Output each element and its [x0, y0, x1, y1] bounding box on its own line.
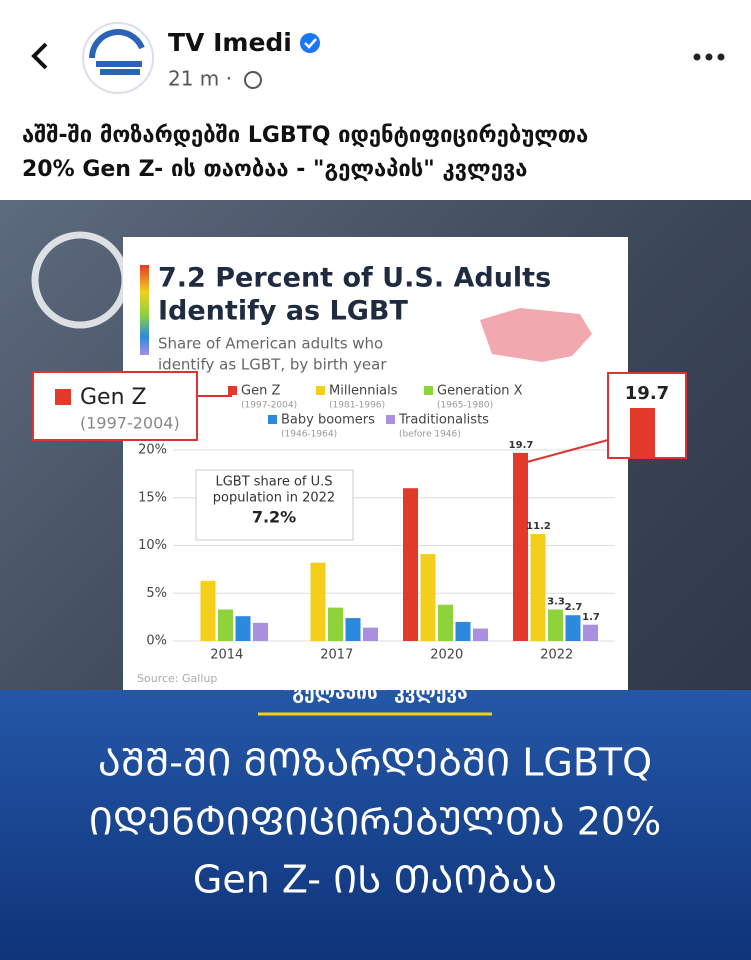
- legend-years: (1946-1964): [281, 430, 337, 440]
- x-tick-label: 2020: [430, 648, 463, 663]
- value-label: 11.2: [526, 521, 551, 532]
- title-stripe: [140, 265, 149, 355]
- callout-swatch: [55, 389, 71, 405]
- legend-swatch: [268, 415, 277, 424]
- bar: [345, 618, 361, 641]
- annotation-box: [195, 469, 354, 541]
- banner-line: ᲘᲓᲔᲜᲢᲘᲤᲘᲪᲘᲠᲔᲑᲣᲚᲗᲐ 20%: [89, 800, 662, 844]
- bar: [438, 604, 453, 641]
- map-icon: [480, 308, 592, 362]
- callout-bar: [630, 408, 655, 458]
- bar: [310, 562, 326, 641]
- bar: [253, 622, 268, 641]
- x-tick-label: 2017: [320, 648, 353, 663]
- legend-years: (1997-2004): [241, 401, 297, 411]
- legend-years: (1965-1980): [437, 401, 493, 411]
- callout-value: 19.7: [625, 383, 669, 404]
- bar: [565, 615, 581, 641]
- value-label: 3.3: [547, 596, 565, 607]
- timestamp[interactable]: 21 m ·: [168, 67, 232, 91]
- legend-years: (before 1946): [399, 430, 461, 440]
- y-tick-label: 15%: [138, 490, 167, 505]
- value-label: 19.7: [509, 440, 534, 451]
- x-tick-label: 2014: [210, 648, 243, 663]
- bar: [200, 580, 216, 641]
- banner: [0, 690, 751, 960]
- bar: [583, 624, 598, 641]
- check: [304, 38, 317, 49]
- post-text: აშშ-ში მოზარდებში LGBTQ იდენტიფიცირებულთ…: [22, 123, 588, 148]
- more-button[interactable]: [693, 53, 725, 61]
- legend-swatch: [386, 415, 395, 424]
- post-text: 20% Gen Z- ის თაობაა - "გელაპის" კვლევა: [22, 157, 527, 182]
- verified-badge: [300, 33, 320, 53]
- legend-callout: [32, 371, 198, 441]
- back-button[interactable]: [31, 42, 48, 70]
- legend-label: Millennials: [329, 384, 398, 399]
- bar: [530, 534, 546, 641]
- callout-line: [526, 439, 609, 463]
- legend-label: Baby boomers: [281, 413, 375, 428]
- y-tick-label: 10%: [138, 538, 167, 553]
- legend-swatch: [316, 386, 325, 395]
- chart-title: 7.2 Percent of U.S. Adults: [158, 263, 551, 294]
- y-tick-label: 0%: [146, 634, 167, 649]
- logo: [89, 29, 145, 75]
- chart-subtitle: identify as LGBT, by birth year: [158, 356, 387, 374]
- legend-label: Gen Z: [241, 384, 280, 399]
- plot: 0% 5% 10% 15% 20% Gen Z (1997-2004) Millennials…: [138, 384, 615, 663]
- globe-icon: [244, 71, 262, 89]
- bar: [403, 488, 418, 641]
- bar: [473, 628, 488, 641]
- x-tick-label: 2022: [540, 648, 573, 663]
- value-label: 1.7: [582, 612, 600, 623]
- bar: [420, 554, 436, 641]
- banner-line: Gen Z- ᲘᲡ ᲗᲐᲝᲑᲐᲐ: [193, 858, 557, 902]
- bar: [548, 609, 563, 641]
- value-label: 2.7: [565, 602, 583, 613]
- banner-tag: "გელაპის" კვლევა: [282, 682, 467, 704]
- annotation: LGBT share of U.S: [215, 475, 332, 490]
- annotation: population in 2022: [213, 491, 335, 506]
- annotation-value: 7.2%: [252, 508, 296, 527]
- chart-subtitle: Share of American adults who: [158, 335, 383, 353]
- bar: [363, 627, 378, 641]
- callout-label: Gen Z: [80, 385, 147, 410]
- callout-years: (1997-2004): [80, 414, 180, 433]
- legend-swatch: [424, 386, 433, 395]
- bar: [235, 616, 251, 641]
- chart-title: Identify as LGBT: [158, 296, 408, 327]
- bar: [218, 609, 233, 641]
- legend-years: (1981-1996): [329, 401, 385, 411]
- legend-label: Generation X: [437, 384, 523, 399]
- page-name[interactable]: TV Imedi: [168, 28, 292, 57]
- legend-swatch: [228, 386, 237, 395]
- y-tick-label: 5%: [146, 586, 167, 601]
- bar: [455, 621, 471, 641]
- bar: [328, 607, 343, 641]
- legend-label: Traditionalists: [398, 413, 489, 428]
- source: Source: Gallup: [137, 672, 217, 685]
- bar: [513, 452, 528, 641]
- banner-line: ᲐᲨᲨ-ᲨᲘ ᲛᲝᲖᲐᲠᲓᲔᲑᲨᲘ LGBTQ: [98, 741, 652, 785]
- y-tick-label: 20%: [138, 443, 167, 458]
